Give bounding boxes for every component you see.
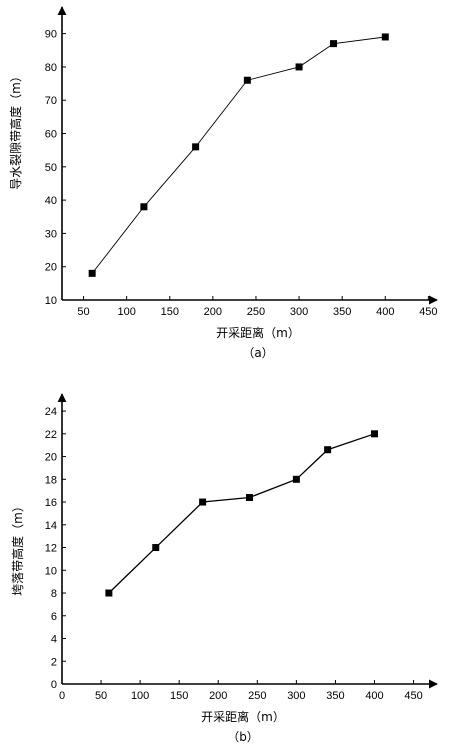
data-point	[292, 475, 300, 483]
x-tick-label: 300	[287, 690, 305, 702]
y-tick-label: 80	[45, 62, 57, 74]
x-tick-label: 350	[333, 306, 351, 318]
y-tick-label: 70	[45, 95, 57, 107]
y-tick-label: 0	[51, 679, 57, 691]
y-tick-label: 50	[45, 162, 57, 174]
x-tick-label: 250	[248, 690, 266, 702]
y-tick-label: 90	[45, 29, 57, 41]
data-point	[199, 498, 207, 506]
x-tick-label: 350	[326, 690, 344, 702]
y-tick-label: 8	[51, 588, 57, 600]
x-tick-label: 300	[290, 306, 308, 318]
y-tick-label: 6	[51, 611, 57, 623]
x-tick-label: 450	[419, 306, 437, 318]
y-tick-label: 14	[45, 520, 57, 532]
x-tick-label: 200	[204, 306, 222, 318]
chart-a: 50 100 150 200 250 300 350 400 450 10 20 30 40 50 60 7…	[8, 6, 438, 360]
chart-a-series-line	[91, 36, 386, 274]
x-tick-label: 400	[376, 306, 394, 318]
data-point	[330, 40, 338, 48]
y-tick-label: 2	[51, 656, 57, 668]
chart-b-caption: （b）	[227, 730, 259, 744]
chart-a-caption: （a）	[242, 346, 273, 360]
chart-a-y-label: 导水裂隙带高度（m）	[8, 70, 23, 190]
y-tick-label: 18	[45, 474, 57, 486]
chart-b-series-line	[108, 433, 375, 594]
x-tick-label: 150	[161, 306, 179, 318]
data-point	[192, 143, 200, 151]
data-point	[295, 63, 303, 71]
x-tick-label: 200	[209, 690, 227, 702]
data-point	[381, 33, 389, 41]
y-tick-label: 10	[45, 565, 57, 577]
data-point	[324, 446, 332, 454]
x-tick-label: 50	[95, 690, 107, 702]
data-point	[246, 493, 253, 501]
x-tick-label: 400	[365, 690, 383, 702]
y-tick-label: 60	[45, 129, 57, 141]
x-tick-label: 150	[170, 690, 188, 702]
data-point	[243, 76, 251, 84]
chart-a-points	[88, 33, 389, 277]
data-point	[140, 203, 148, 211]
y-tick-label: 20	[45, 452, 57, 464]
chart-b: 0 50 100 150 200 250 300 350 400 450 024681012141…	[10, 393, 438, 744]
x-tick-label: 250	[247, 306, 265, 318]
data-point	[105, 589, 113, 597]
data-point	[371, 430, 378, 438]
x-tick-label: 100	[131, 690, 149, 702]
chart-b-y-label: 垮落带高度（m）	[10, 500, 25, 596]
y-tick-label: 12	[45, 543, 57, 555]
chart-b-x-label: 开采距离（m）	[201, 709, 285, 724]
x-tick-label: 100	[117, 306, 135, 318]
chart-b-points	[105, 430, 378, 597]
x-tick-label: 450	[404, 690, 422, 702]
y-tick-label: 24	[45, 406, 57, 418]
x-tick-label: 0	[59, 690, 65, 702]
chart-a-x-label: 开采距离（m）	[216, 325, 300, 340]
chart-a-x-ticks: 50 100 150 200 250 300 350 400 450	[77, 296, 438, 318]
x-tick-label: 50	[77, 306, 89, 318]
y-tick-label: 20	[45, 262, 57, 274]
chart-b-x-ticks: 0 50 100 150 200 250 300 350 400 450	[59, 680, 423, 702]
y-tick-label: 10	[45, 295, 57, 307]
y-tick-label: 4	[51, 634, 57, 646]
y-tick-label: 30	[45, 228, 57, 240]
y-tick-label: 16	[45, 497, 57, 509]
chart-a-y-ticks: 10 20 30 40 50 60 70 80 90	[45, 29, 66, 307]
y-tick-label: 40	[45, 195, 57, 207]
data-point	[152, 544, 160, 552]
data-point	[88, 269, 96, 277]
y-tick-label: 22	[45, 429, 57, 441]
